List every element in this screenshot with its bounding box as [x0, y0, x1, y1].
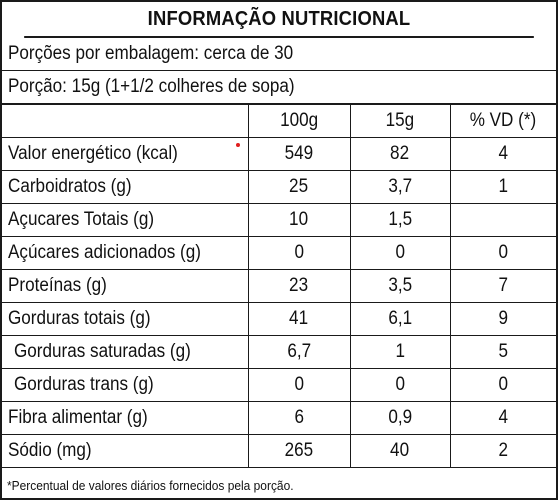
servings-per-package-text: Porções por embalagem: cerca de 30	[8, 43, 294, 64]
value-vd: 9	[449, 302, 556, 336]
table-row: Açúcares adicionados (g) 0 0 0	[2, 236, 556, 270]
value-15g: 0	[349, 236, 451, 270]
nutrient-name: Gorduras totais (g)	[2, 302, 249, 336]
value-100g: 0	[247, 236, 351, 270]
header-100g: 100g	[247, 104, 351, 138]
table-row: Gorduras totais (g) 41 6,1 9	[2, 302, 556, 336]
red-dot-icon	[235, 143, 240, 147]
value-vd: 7	[449, 269, 556, 303]
nutrient-name: Carboidratos (g)	[2, 170, 249, 204]
nutrient-name: Valor energético (kcal)	[2, 137, 249, 171]
serving-size-text: Porção: 15g (1+1/2 colheres de sopa)	[8, 76, 295, 97]
value-vd: 1	[449, 170, 556, 204]
value-vd: 0	[449, 368, 556, 402]
value-15g: 6,1	[349, 302, 451, 336]
value-15g: 3,7	[349, 170, 451, 204]
table-row: Gorduras trans (g) 0 0 0	[2, 368, 556, 402]
serving-size: Porção: 15g (1+1/2 colheres de sopa)	[2, 71, 556, 104]
table-header-row: 100g 15g % VD (*)	[2, 104, 556, 138]
value-15g: 0,9	[349, 401, 451, 435]
value-vd	[449, 203, 556, 237]
nutrient-name: Proteínas (g)	[2, 269, 249, 303]
value-vd: 2	[449, 434, 556, 468]
nutrient-name: Sódio (mg)	[2, 434, 249, 468]
value-100g: 23	[247, 269, 351, 303]
table-row: Gorduras saturadas (g) 6,7 1 5	[2, 335, 556, 369]
header-15g: 15g	[349, 104, 451, 138]
value-15g: 0	[349, 368, 451, 402]
nutrient-name: Fibra alimentar (g)	[2, 401, 249, 435]
value-100g: 6,7	[247, 335, 351, 369]
table-row: Proteínas (g) 23 3,5 7	[2, 269, 556, 303]
label-title: INFORMAÇÃO NUTRICIONAL	[24, 2, 534, 38]
value-15g: 82	[349, 137, 451, 171]
nutrient-name: Gorduras saturadas (g)	[2, 335, 249, 369]
table-row: Fibra alimentar (g) 6 0,9 4	[2, 401, 556, 435]
table-row: Valor energético (kcal) 549 82 4	[2, 137, 556, 171]
value-vd: 0	[449, 236, 556, 270]
value-100g: 25	[247, 170, 351, 204]
value-15g: 40	[349, 434, 451, 468]
value-100g: 41	[247, 302, 351, 336]
footnote-text: *Percentual de valores diários fornecido…	[7, 478, 294, 493]
value-100g: 0	[247, 368, 351, 402]
value-15g: 3,5	[349, 269, 451, 303]
nutrient-name: Gorduras trans (g)	[2, 368, 249, 402]
value-vd: 4	[449, 401, 556, 435]
footnote: *Percentual de valores diários fornecido…	[2, 468, 556, 504]
value-15g: 1	[349, 335, 451, 369]
header-nutrient	[2, 104, 249, 138]
nutrition-table: 100g 15g % VD (*) Valor energético (kcal…	[2, 104, 556, 468]
table-row: Carboidratos (g) 25 3,7 1	[2, 170, 556, 204]
value-100g: 265	[247, 434, 351, 468]
nutrient-name: Açucares Totais (g)	[2, 203, 249, 237]
nutrient-name: Açúcares adicionados (g)	[2, 236, 249, 270]
value-15g: 1,5	[349, 203, 451, 237]
servings-per-package: Porções por embalagem: cerca de 30	[2, 38, 556, 71]
value-vd: 5	[449, 335, 556, 369]
value-vd: 4	[449, 137, 556, 171]
value-100g: 10	[247, 203, 351, 237]
header-vd: % VD (*)	[449, 104, 556, 138]
value-100g: 549	[247, 137, 351, 171]
table-row: Açucares Totais (g) 10 1,5	[2, 203, 556, 237]
table-row: Sódio (mg) 265 40 2	[2, 434, 556, 468]
value-100g: 6	[247, 401, 351, 435]
